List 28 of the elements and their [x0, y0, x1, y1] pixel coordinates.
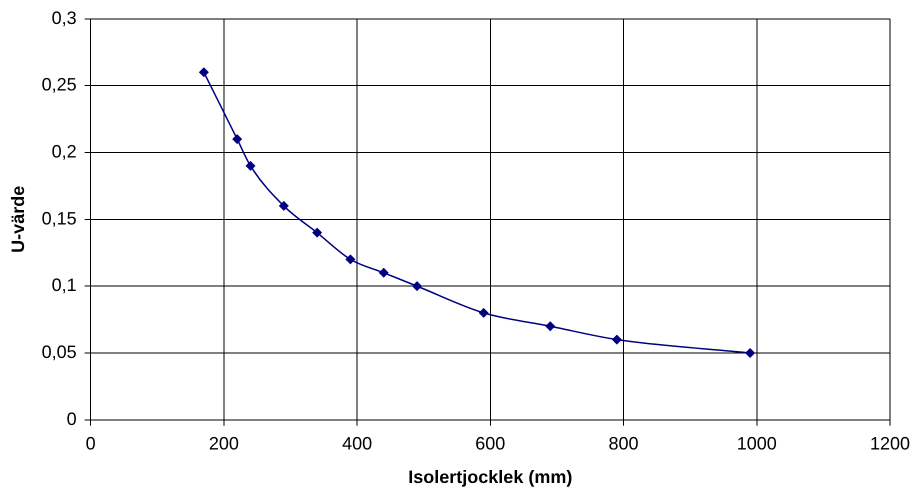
y-tick-label: 0,25: [42, 74, 77, 95]
point: [412, 281, 422, 292]
point: [312, 228, 322, 238]
x-tick-label: 1000: [736, 434, 777, 454]
point: [198, 67, 209, 78]
point: [345, 254, 356, 264]
point: [278, 200, 289, 211]
y-tick-label: 0,3: [52, 8, 77, 28]
y-tick-label: 0,05: [42, 342, 77, 362]
x-tick-label: 0: [86, 434, 96, 454]
point: [246, 160, 256, 171]
point: [232, 134, 242, 144]
point: [378, 268, 389, 278]
point: [545, 321, 556, 332]
y-axis-title: U-värde: [8, 186, 28, 253]
point: [612, 334, 622, 345]
x-tick-label: 400: [342, 434, 372, 454]
point: [745, 348, 756, 358]
x-tick-label: 800: [608, 434, 639, 454]
x-tick-label: 200: [208, 434, 239, 454]
y-tick-label: 0,15: [42, 208, 77, 228]
y-tick-label: 0,2: [52, 141, 77, 162]
y-tick-label: 0: [66, 408, 77, 429]
point: [478, 308, 489, 318]
x-tick-label: 600: [475, 434, 506, 454]
x-axis-title: Isolertjocklek (mm): [408, 467, 572, 488]
y-tick-label: 0,1: [52, 275, 77, 296]
x-tick-label: 1200: [870, 434, 910, 454]
